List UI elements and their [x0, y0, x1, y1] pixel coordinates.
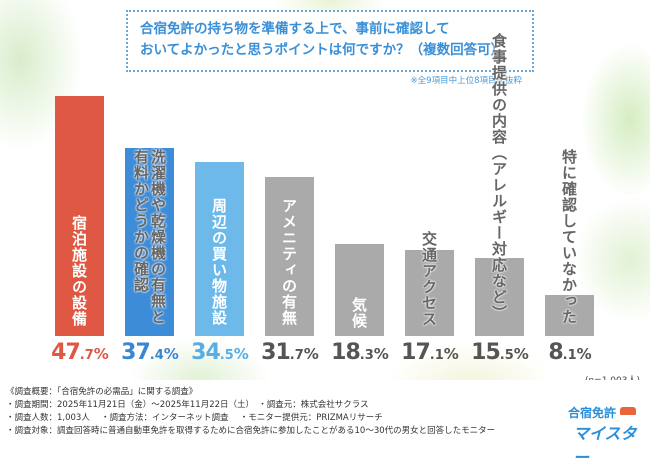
value-unit: % [513, 345, 529, 363]
value-unit: % [373, 345, 389, 363]
bar-label: アメニティの有無 [280, 198, 298, 326]
bar-label: 特に確認していなかった [560, 148, 578, 325]
value-unit: % [303, 345, 319, 363]
logo-text-top: 合宿免許 [568, 406, 617, 420]
value-label: 15.5% [465, 340, 535, 365]
bar [405, 249, 454, 336]
bar-label: 周辺の買い物施設 [210, 198, 228, 326]
value-unit: % [163, 345, 179, 363]
value-decimal: .1 [429, 348, 444, 363]
bar [475, 258, 524, 336]
value-decimal: .7 [289, 348, 304, 363]
value-integer: 31 [261, 340, 291, 365]
value-integer: 18 [331, 340, 361, 365]
bar-label: 宿泊施設の設備 [70, 214, 88, 327]
bar [125, 147, 174, 336]
question-box: 合宿免許の持ち物を準備する上で、事前に確認して おいてよかったと思うポイントは何… [126, 10, 534, 72]
value-integer: 34 [191, 340, 221, 365]
bar-label: 交通アクセス [420, 231, 438, 327]
bar-label: 洗濯機や乾燥機の有無と 有料かどうかの確認 [132, 148, 167, 325]
bar [265, 176, 314, 336]
value-decimal: .7 [79, 348, 94, 363]
bar [55, 96, 104, 336]
value-decimal: .3 [359, 348, 374, 363]
value-integer: 37 [121, 340, 151, 365]
value-label: 31.7% [255, 340, 325, 365]
bar [195, 162, 244, 336]
value-unit: % [93, 345, 109, 363]
value-unit: % [443, 345, 459, 363]
value-label: 47.7% [45, 340, 115, 365]
value-label: 8.1% [535, 340, 605, 365]
value-integer: 15 [471, 340, 501, 365]
summary-target: ・調査対象：調査回答時に普通自動車免許を取得するために合宿免許に参加したことがあ… [6, 426, 496, 436]
car-icon [620, 407, 636, 415]
bar-label: 食事提供の内容（アレルギー対応など） [490, 33, 508, 321]
title-line-2: おいてよかったと思うポイントは何ですか？（複数回答可） [140, 42, 505, 58]
bar-label: 気候 [350, 297, 368, 329]
value-unit: % [233, 345, 249, 363]
title-line-1: 合宿免許の持ち物を準備する上で、事前に確認して [140, 21, 450, 37]
value-integer: 8 [548, 340, 563, 365]
value-integer: 17 [401, 340, 431, 365]
summary-title: 《調査概要：「合宿免許の必需品」に関する調査》 [6, 387, 198, 397]
bar [335, 243, 384, 336]
value-label: 37.4% [115, 340, 185, 365]
question-title: 合宿免許の持ち物を準備する上で、事前に確認して おいてよかったと思うポイントは何… [140, 19, 530, 61]
value-decimal: .1 [562, 348, 577, 363]
value-label: 18.3% [325, 340, 395, 365]
value-label: 34.5% [185, 340, 255, 365]
summary-period: ・調査期間：2025年11月21日（金）～2025年11月22日（土） ・調査元… [6, 400, 369, 410]
value-unit: % [576, 345, 592, 363]
bar [545, 295, 594, 336]
logo-text-bottom: マイスター [573, 424, 637, 467]
value-decimal: .5 [219, 348, 234, 363]
value-label: 17.1% [395, 340, 465, 365]
summary-count: ・調査人数：1,003人 ・調査方法：インターネット調査 ・モニター提供元：PR… [6, 413, 383, 423]
value-integer: 47 [51, 340, 81, 365]
value-decimal: .4 [149, 348, 164, 363]
value-decimal: .5 [499, 348, 514, 363]
survey-summary: 《調査概要：「合宿免許の必需品」に関する調査》 ・調査期間：2025年11月21… [0, 380, 650, 450]
selection-note: ※全9項目中上位8項目を抜粋 [410, 76, 522, 86]
